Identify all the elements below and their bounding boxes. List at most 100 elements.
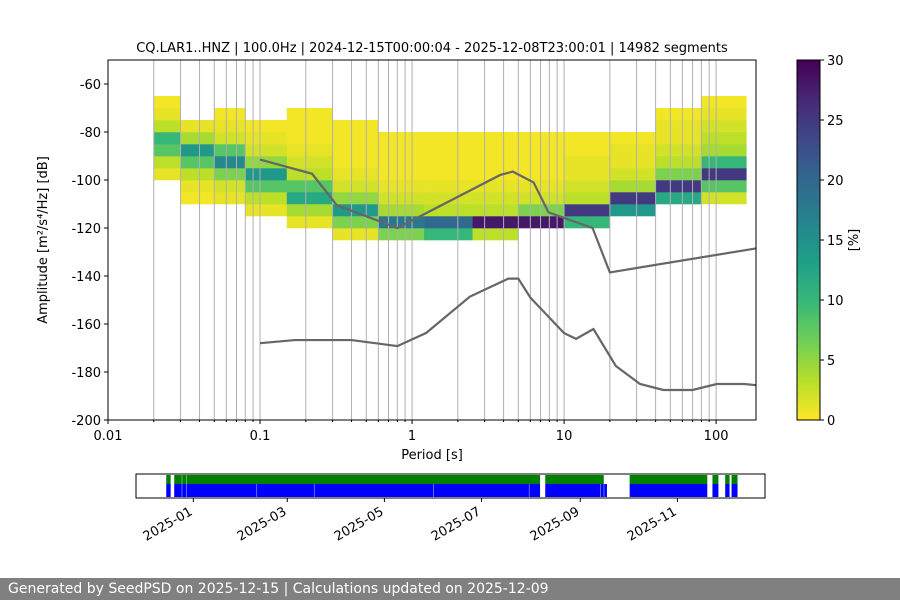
heatmap-cell [245, 180, 288, 193]
coverage-bar [182, 475, 187, 484]
heatmap-cell [180, 192, 215, 205]
heatmap-cell [564, 180, 611, 193]
colorbar-tick-label: 5 [827, 354, 835, 369]
heatmap-cell [332, 180, 379, 193]
heatmap-cell [701, 168, 747, 181]
heatmap-cell [286, 180, 333, 193]
heatmap-cell [472, 132, 519, 145]
heatmap-cell [655, 168, 702, 181]
colorbar-label: [%] [847, 229, 862, 252]
heatmap-cell [701, 144, 747, 157]
heatmap-cell [518, 132, 565, 145]
plot-area [108, 60, 756, 420]
heatmap-cell [609, 144, 656, 157]
heatmap-cell [424, 156, 473, 169]
heatmap-cell [609, 132, 656, 145]
x-tick-label: 0.1 [250, 429, 271, 444]
colorbar-tick-label: 15 [827, 234, 844, 249]
y-tick-label: -60 [80, 78, 101, 93]
heatmap-cell [214, 132, 246, 145]
heatmap-cell [286, 192, 333, 205]
heatmap-cell [424, 132, 473, 145]
heatmap-cell [153, 108, 181, 121]
heatmap-cell [518, 144, 565, 157]
heatmap-cell [655, 192, 702, 205]
coverage-bar [182, 484, 187, 497]
x-tick-label: 2025-05 [332, 504, 387, 544]
heatmap-cell [655, 132, 702, 145]
heatmap-cell [286, 108, 333, 121]
y-tick-label: -120 [71, 222, 101, 237]
colorbar-tick-label: 10 [827, 294, 844, 309]
heatmap-cell [214, 108, 246, 121]
heatmap-cell [472, 144, 519, 157]
x-tick-label: 2025-03 [235, 504, 290, 544]
heatmap-cell [180, 180, 215, 193]
heatmap-cell [286, 156, 333, 169]
heatmap-cell [245, 120, 288, 133]
heatmap-cell [378, 180, 425, 193]
heatmap-cell [701, 96, 747, 109]
x-tick-label: 2025-11 [625, 504, 680, 544]
heatmap-cell [332, 216, 379, 229]
heatmap-cell [153, 96, 181, 109]
x-tick-label: 2025-01 [141, 504, 196, 544]
x-axis-label: Period [s] [401, 448, 463, 463]
heatmap-cell [564, 192, 611, 205]
heatmap-cell [286, 144, 333, 157]
heatmap-cell [286, 132, 333, 145]
colorbar-tick-label: 30 [827, 54, 844, 69]
heatmap-cell [286, 120, 333, 133]
timeline-frame [135, 473, 766, 499]
heatmap-cell [701, 108, 747, 121]
heatmap-cell [655, 180, 702, 193]
heatmap-cell [286, 216, 333, 229]
colorbar-tick-label: 0 [827, 414, 835, 429]
heatmap-cell [153, 168, 181, 181]
heatmap-cell [564, 168, 611, 181]
heatmap-cell [378, 144, 425, 157]
heatmap-cell [655, 144, 702, 157]
heatmap-cell [214, 168, 246, 181]
x-tick-label: 10 [556, 429, 573, 444]
heatmap-cell [518, 168, 565, 181]
coverage-bar [725, 475, 730, 484]
heatmap-cell [332, 228, 379, 241]
x-tick-label: 100 [704, 429, 729, 444]
y-tick-label: -180 [71, 366, 101, 381]
x-tick-label: 0.01 [94, 429, 123, 444]
coverage-bar [731, 475, 738, 484]
heatmap-cell [564, 216, 611, 229]
y-tick-label: -100 [71, 174, 101, 189]
heatmap-cell [180, 156, 215, 169]
coverage-bar [629, 475, 708, 484]
coverage-bar [186, 484, 257, 497]
heatmap-cell [378, 228, 425, 241]
heatmap-cell [564, 144, 611, 157]
heatmap-cell [214, 156, 246, 169]
heatmap-cell [518, 216, 565, 229]
coverage-bar [529, 484, 541, 497]
coverage-bar [433, 484, 529, 497]
heatmap-cell [214, 192, 246, 205]
heatmap-cell [332, 168, 379, 181]
heatmap-cell [332, 192, 379, 205]
heatmap-cell [378, 204, 425, 217]
heatmap-cell [424, 216, 473, 229]
heatmap-cell [701, 120, 747, 133]
heatmap-cell [424, 180, 473, 193]
heatmap-cell [609, 180, 656, 193]
heatmap-cell [655, 120, 702, 133]
colorbar [796, 59, 821, 421]
heatmap-cell [332, 132, 379, 145]
heatmap-cell [153, 144, 181, 157]
chart: CQ.LAR1..HNZ | 100.0Hz | 2024-12-15T00:0… [36, 41, 862, 545]
coverage-bar [545, 475, 604, 484]
heatmap-cell [518, 156, 565, 169]
heatmap-cell [153, 132, 181, 145]
heatmap-cell [701, 132, 747, 145]
heatmap-cell [518, 180, 565, 193]
heatmap-cell [564, 132, 611, 145]
heatmap-cell [472, 216, 519, 229]
